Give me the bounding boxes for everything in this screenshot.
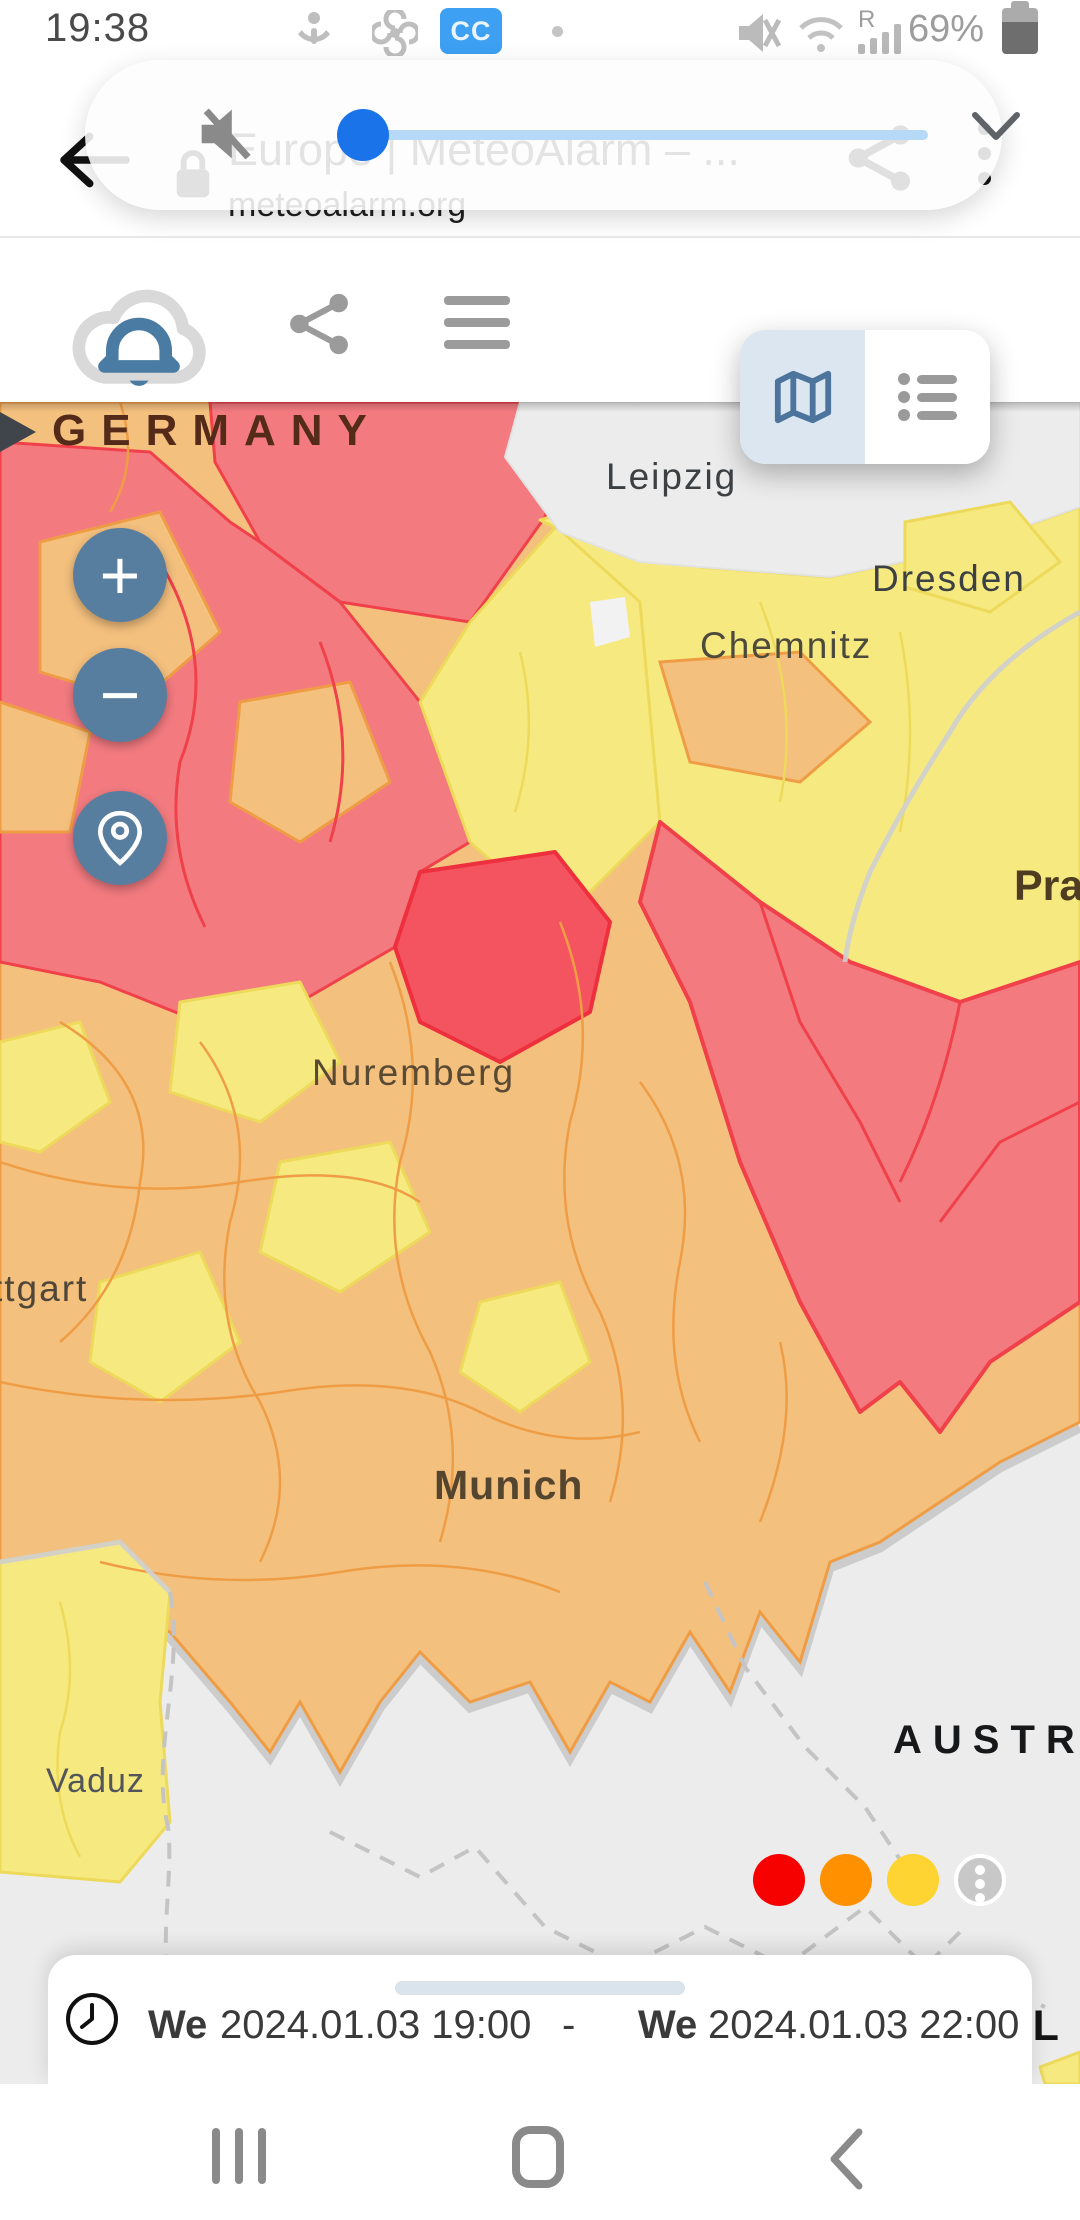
notification-dot (552, 26, 563, 37)
android-nav-bar (0, 2084, 1080, 2220)
wifi-icon (799, 17, 843, 52)
legend-more-options-button[interactable] (954, 1854, 1006, 1906)
range-separator: - (562, 2003, 576, 2047)
list-view-button[interactable] (865, 330, 990, 464)
volume-thumb[interactable] (337, 109, 389, 161)
warning-region-yellow[interactable] (0, 495, 1080, 2084)
signal-bars-icon (858, 24, 901, 54)
list-icon (897, 373, 957, 421)
battery-icon (1002, 1, 1038, 54)
time-range-sheet[interactable]: We 2024.01.03 19:00 - We 2024.01.03 22:0… (48, 1955, 1032, 2085)
warning-map[interactable]: GERMANY Leipzig Dresden Chemnitz Pra Nur… (0, 402, 1080, 2084)
volume-track[interactable] (363, 130, 928, 140)
map-label-nuremberg: Nuremberg (312, 1052, 516, 1093)
clock-icon (66, 1993, 118, 2045)
country-swipe-arrow-icon[interactable] (0, 412, 36, 452)
map-icon (774, 370, 831, 424)
volume-overlay (85, 60, 1020, 210)
back-nav-icon[interactable] (828, 2128, 864, 2190)
map-label-austria: AUSTR (893, 1718, 1080, 1762)
zoom-in-button[interactable]: + (73, 528, 167, 622)
end-datetime: 2024.01.03 22:00 (708, 2003, 1020, 2047)
view-toggle (740, 330, 990, 464)
map-label-munich: Munich (434, 1462, 584, 1508)
end-day: We (638, 2003, 698, 2047)
plus-icon: + (99, 536, 141, 614)
legend-red-button[interactable] (753, 1854, 805, 1906)
recents-icon[interactable] (212, 2128, 266, 2184)
start-datetime: 2024.01.03 19:00 (220, 2003, 532, 2047)
map-label-prague: Pra (1014, 862, 1080, 910)
roaming-indicator: R (858, 6, 876, 33)
country-border-shadow (0, 1423, 1080, 1788)
volume-slider[interactable] (313, 60, 953, 210)
locate-me-button[interactable] (73, 791, 167, 885)
map-label-leipzig: Leipzig (606, 456, 738, 497)
warning-region-yellow-dresden[interactable] (903, 500, 1063, 614)
map-label-vaduz: Vaduz (46, 1762, 145, 1800)
start-day: We (148, 2003, 208, 2047)
chevron-down-icon[interactable] (970, 110, 1022, 144)
map-label-germany: GERMANY (52, 406, 382, 455)
drag-handle[interactable] (395, 1981, 685, 1995)
meteoalarm-logo[interactable] (60, 258, 218, 390)
legend-orange-button[interactable] (820, 1854, 872, 1906)
mute-speaker-icon[interactable] (197, 106, 255, 162)
share-icon[interactable] (288, 292, 350, 356)
warning-legend (753, 1854, 1006, 1906)
warning-region-red-east[interactable] (393, 820, 1080, 1434)
map-label-stuttgart: ttgart (0, 1268, 89, 1309)
accessibility-icon (298, 12, 330, 44)
minus-icon: − (99, 656, 141, 734)
map-view-button[interactable] (740, 330, 865, 464)
mute-icon (739, 14, 781, 52)
map-label-chemnitz: Chemnitz (700, 625, 873, 666)
legend-yellow-button[interactable] (887, 1854, 939, 1906)
location-pin-icon (97, 810, 143, 866)
map-label-dresden: Dresden (872, 558, 1026, 599)
home-icon[interactable] (512, 2126, 564, 2188)
zoom-out-button[interactable]: − (73, 648, 167, 742)
clock-time: 19:38 (45, 6, 151, 50)
map-regions[interactable] (0, 402, 1080, 2084)
cc-icon: CC (440, 8, 502, 54)
battery-percent: 69% (908, 8, 985, 50)
status-bar: 19:38 CC R 69% (0, 0, 1080, 60)
menu-icon[interactable] (444, 296, 510, 362)
fan-icon (372, 10, 418, 56)
